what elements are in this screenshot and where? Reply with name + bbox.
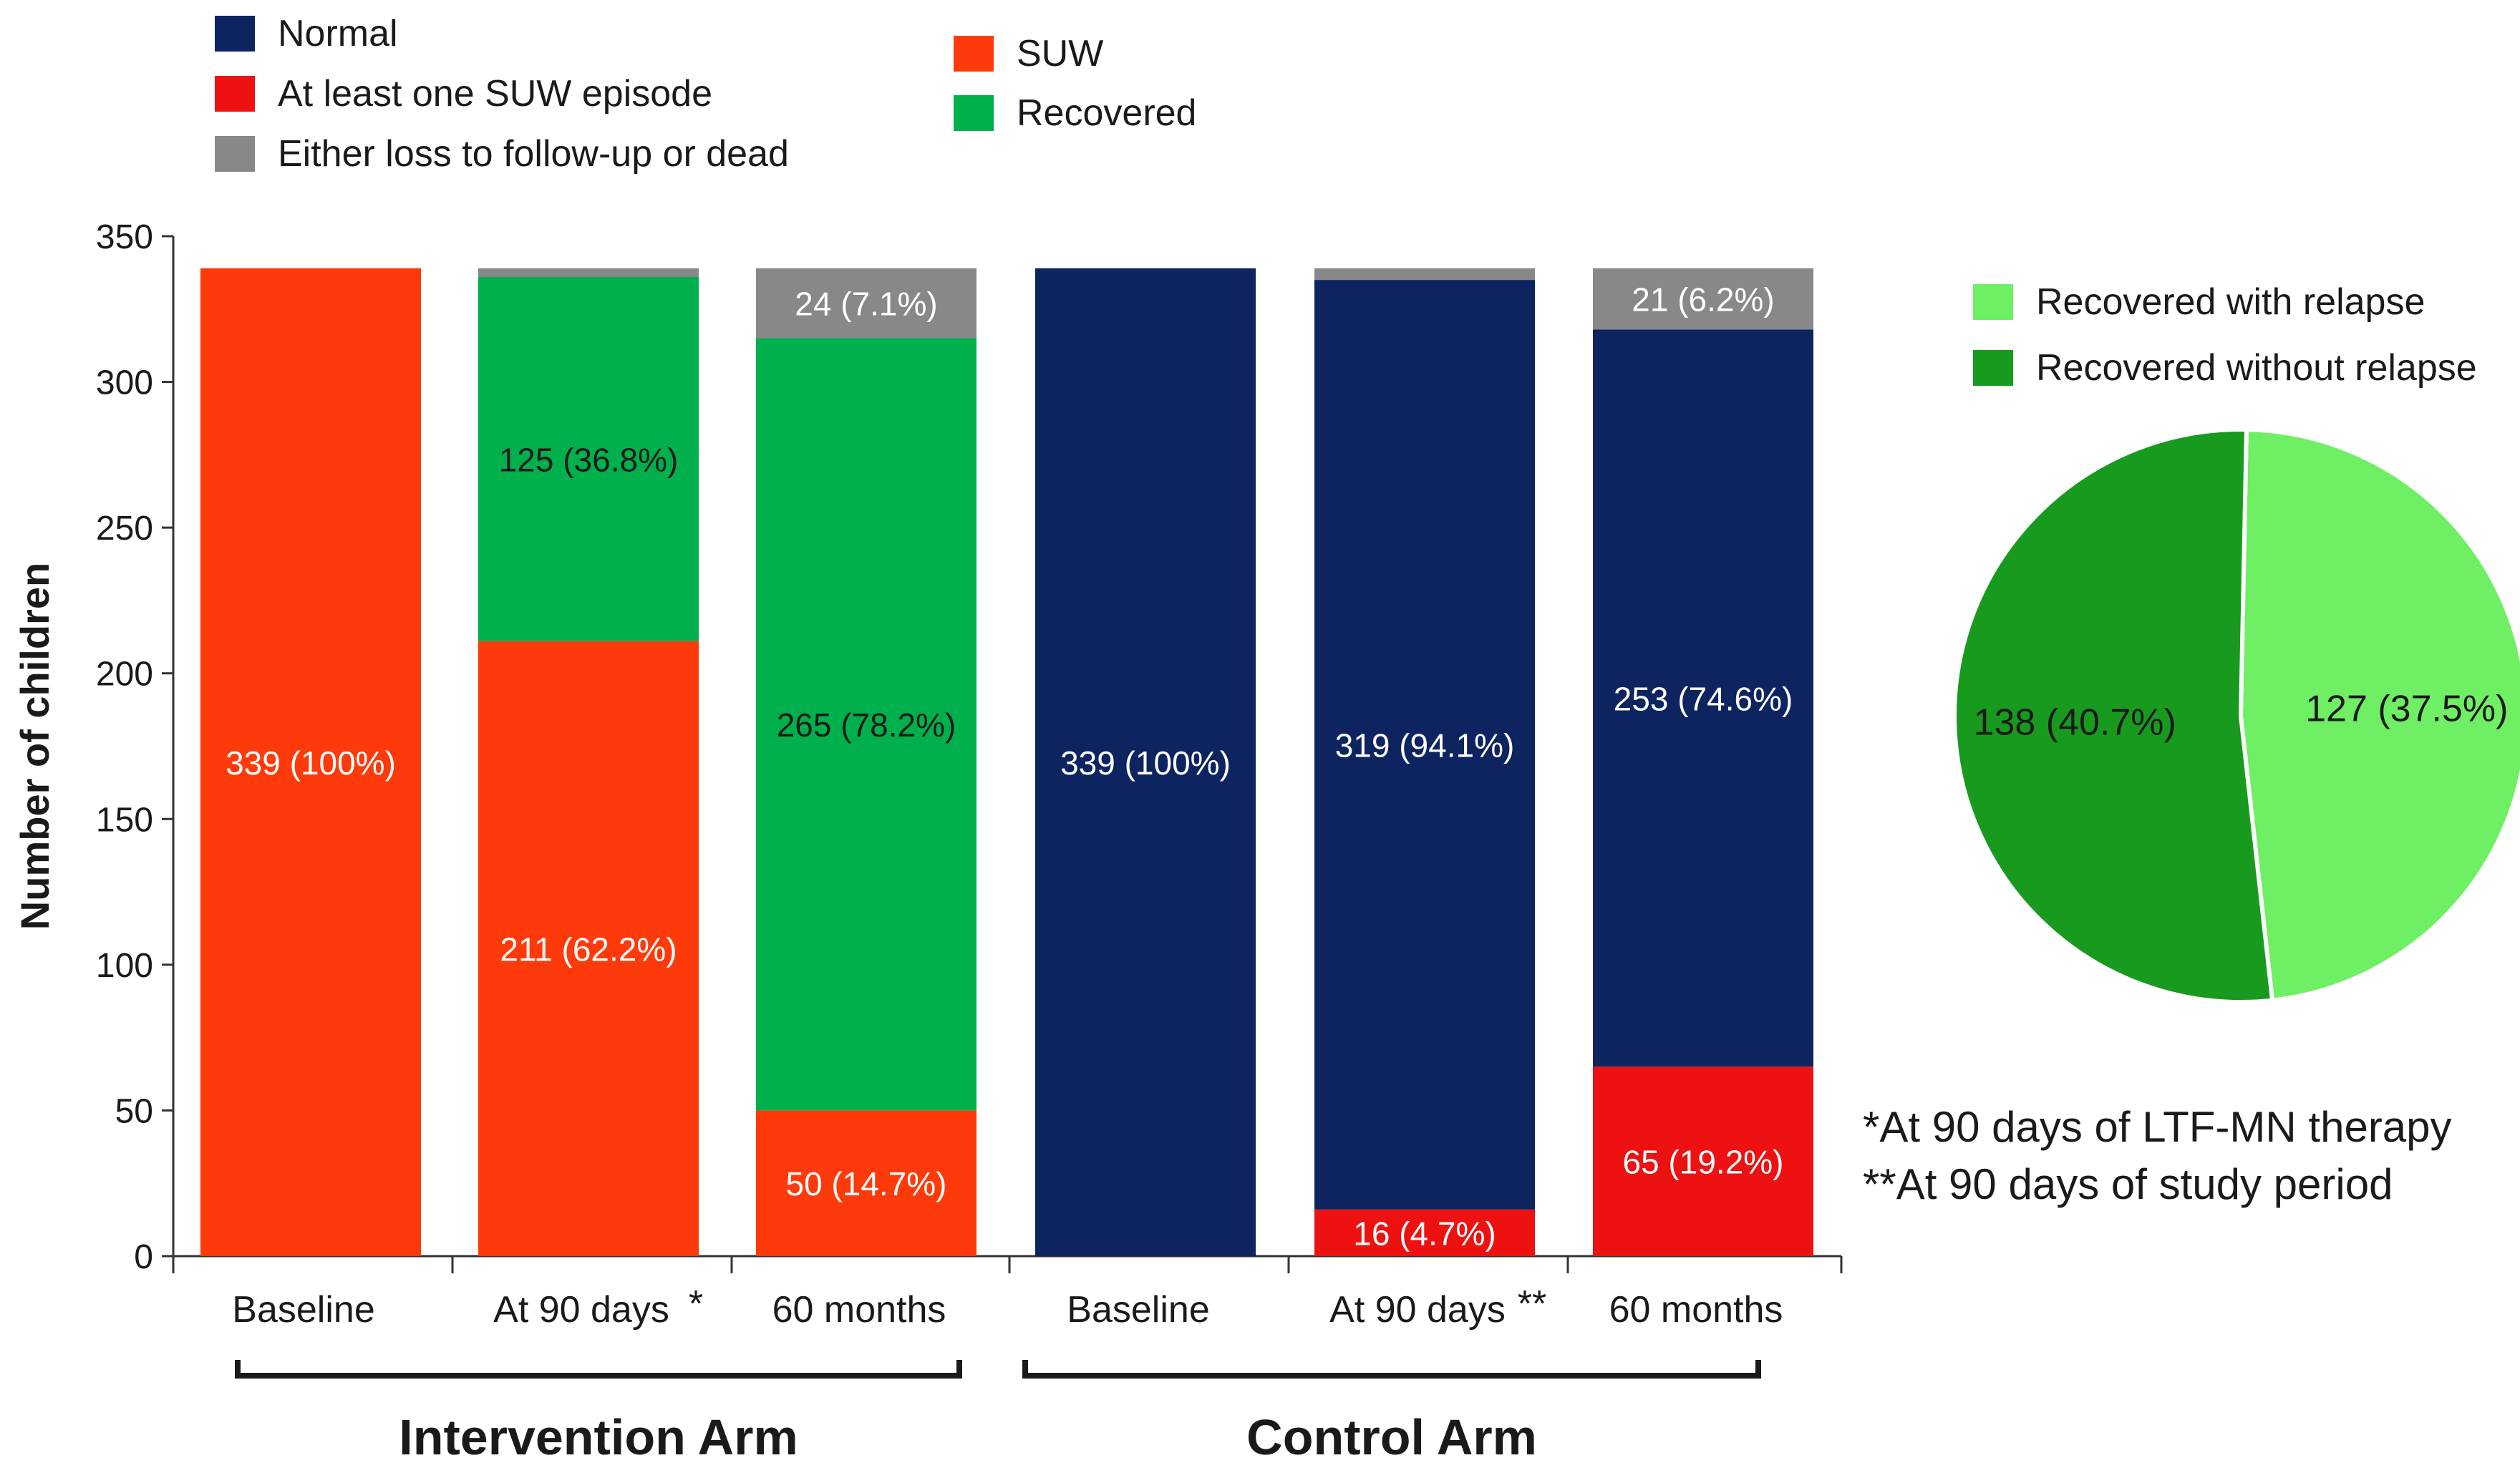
legend-item-suw: SUW	[954, 32, 1103, 75]
group-label: Intervention Arm	[399, 1409, 798, 1465]
legend-label-suw-episode: At least one SUW episode	[278, 73, 712, 115]
bar-segment	[1593, 329, 1813, 1067]
y-tick-label: 150	[96, 801, 153, 839]
y-tick-label: 200	[96, 656, 153, 694]
x-category-label: 60 months	[772, 1289, 946, 1331]
legend-swatch-with-relapse	[1973, 284, 2013, 320]
y-tick-label: 300	[96, 364, 153, 402]
footnote-intervention: *At 90 days of LTF-MN therapy	[1863, 1103, 2452, 1151]
legend-item-suw-episode: At least one SUW episode	[215, 72, 712, 115]
group-bracket	[235, 1360, 962, 1379]
bar-segment	[478, 268, 699, 277]
bar-segment	[200, 268, 421, 1257]
legend-label-without-relapse: Recovered without relapse	[2036, 347, 2477, 389]
legend-swatch-without-relapse	[1973, 350, 2013, 386]
bar-data-label: 65 (19.2%)	[1622, 1144, 1783, 1181]
y-tick-label: 0	[134, 1238, 153, 1276]
legend-item-without-relapse: Recovered without relapse	[1973, 346, 2477, 389]
legend-swatch-recovered	[954, 95, 994, 131]
bar-data-label: 24 (7.1%)	[795, 286, 937, 323]
legend-label-normal: Normal	[278, 13, 398, 54]
legend-swatch-normal	[215, 16, 255, 52]
bar-segment	[756, 338, 976, 1111]
legend-label-recovered: Recovered	[1017, 92, 1197, 134]
group-bracket	[1022, 1360, 1761, 1379]
bar-data-label: 265 (78.2%)	[777, 706, 956, 744]
y-tick-label: 350	[96, 218, 153, 256]
y-tick-label: 100	[96, 947, 153, 985]
y-axis-title: Number of children	[12, 563, 57, 930]
bar-segment	[1593, 268, 1813, 330]
bar-segment	[478, 277, 699, 641]
legend-item-loss-dead: Either loss to follow-up or dead	[215, 132, 789, 175]
y-tick-label: 50	[115, 1092, 153, 1130]
footnote-control: **At 90 days of study period	[1863, 1160, 2393, 1208]
legend-label-with-relapse: Recovered with relapse	[2036, 281, 2426, 323]
bar-data-label: 319 (94.1%)	[1335, 726, 1515, 764]
pie-slice	[2238, 427, 2520, 1003]
bar-data-label: 339 (100%)	[226, 744, 396, 782]
legend-swatch-loss-dead	[215, 136, 255, 172]
x-category-label: 60 months	[1609, 1289, 1783, 1331]
bar-segment	[1314, 1209, 1535, 1256]
legend-item-normal: Normal	[215, 12, 398, 55]
x-category-label: Baseline	[232, 1289, 374, 1331]
bar-data-label: 16 (4.7%)	[1353, 1215, 1496, 1252]
x-category-label: At 90 days	[1329, 1289, 1506, 1331]
group-label: Control Arm	[1246, 1409, 1537, 1465]
bar-segment	[756, 268, 976, 339]
legend-label-loss-dead: Either loss to follow-up or dead	[278, 133, 789, 175]
legend-item-recovered: Recovered	[954, 92, 1196, 135]
legend-label-suw: SUW	[1017, 33, 1104, 74]
x-category-marker: **	[1518, 1283, 1546, 1325]
bar-data-label: 50 (14.7%)	[785, 1165, 946, 1202]
bar-segment	[1035, 268, 1256, 1257]
bar-segment	[1314, 280, 1535, 1210]
bar-segment	[1593, 1066, 1813, 1256]
legend-swatch-suw	[954, 36, 994, 72]
bar-segment	[756, 1110, 976, 1256]
y-tick-label: 250	[96, 510, 153, 548]
x-category-label: At 90 days	[493, 1289, 669, 1331]
x-category-label: Baseline	[1067, 1289, 1209, 1331]
bar-data-label: 211 (62.2%)	[500, 930, 677, 968]
pie-slice	[1952, 427, 2275, 1004]
bar-segment	[1314, 268, 1535, 281]
bar-data-label: 339 (100%)	[1060, 744, 1231, 782]
pie-slice-label: 127 (37.5%)	[2305, 689, 2508, 730]
legend-item-with-relapse: Recovered with relapse	[1973, 281, 2425, 324]
legend-swatch-suw-episode	[215, 76, 255, 112]
bar-data-label: 125 (36.8%)	[499, 441, 679, 478]
x-category-marker: *	[689, 1283, 703, 1325]
bar-data-label: 253 (74.6%)	[1614, 680, 1793, 717]
bar-segment	[478, 641, 699, 1256]
bar-data-label: 21 (6.2%)	[1632, 281, 1774, 319]
pie-slice-label: 138 (40.7%)	[1974, 701, 2176, 743]
